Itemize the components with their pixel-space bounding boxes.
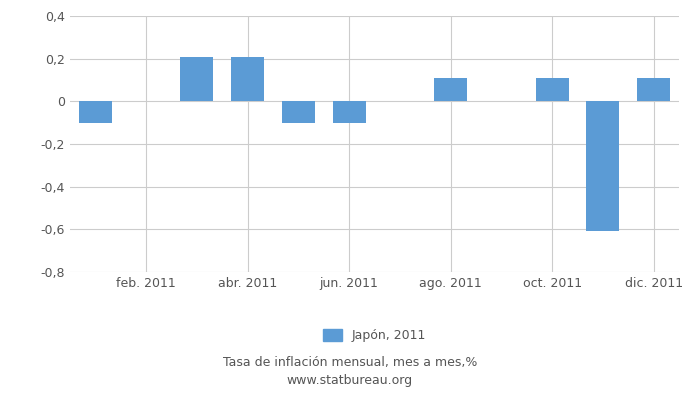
Bar [332, 101, 365, 123]
Text: www.statbureau.org: www.statbureau.org [287, 374, 413, 387]
Bar [181, 56, 214, 101]
Bar [282, 101, 315, 123]
Bar [434, 78, 467, 101]
Bar [79, 101, 112, 123]
Legend: Japón, 2011: Japón, 2011 [318, 324, 431, 347]
Bar [587, 101, 620, 232]
Text: Tasa de inflación mensual, mes a mes,%: Tasa de inflación mensual, mes a mes,% [223, 356, 477, 369]
Bar [637, 78, 670, 101]
Bar [231, 56, 264, 101]
Bar [536, 78, 568, 101]
